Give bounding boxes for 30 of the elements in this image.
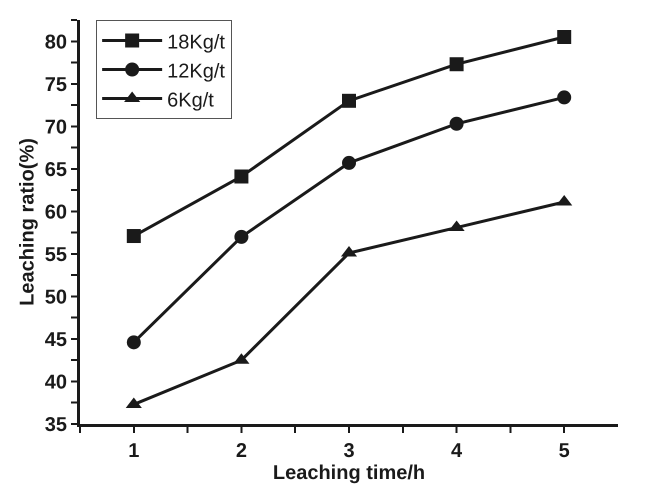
y-tick-label: 35	[44, 414, 67, 436]
y-tick-label: 40	[44, 371, 67, 394]
y-tick-label: 70	[44, 116, 67, 138]
x-tick-label: 3	[343, 440, 355, 462]
x-tick-label: 5	[558, 440, 570, 462]
legend-label: 18Kg/t	[167, 31, 226, 54]
point	[234, 230, 248, 244]
x-axis-title: Leaching time/h	[272, 462, 426, 484]
x-tick-label: 4	[451, 440, 464, 462]
point	[557, 90, 572, 104]
point	[450, 57, 464, 72]
legend-label: 12Kg/t	[167, 60, 226, 82]
point	[557, 30, 572, 44]
y-tick-label: 50	[44, 286, 67, 308]
y-tick-label: 75	[44, 74, 67, 96]
y-axis-title: Leaching ratio(%)	[16, 138, 38, 306]
point	[126, 335, 141, 350]
y-tick-label: 80	[44, 31, 67, 54]
point	[342, 156, 356, 170]
point	[342, 94, 356, 108]
y-tick-label: 45	[44, 328, 67, 351]
x-tick-label: 2	[236, 440, 247, 462]
point	[234, 170, 248, 184]
x-tick-label: 1	[128, 440, 140, 462]
y-tick-label: 60	[44, 201, 67, 224]
y-tick-label: 65	[44, 158, 67, 181]
point	[450, 116, 464, 131]
y-tick-label: 55	[44, 244, 67, 266]
point	[126, 229, 141, 244]
legend-label: 6Kg/t	[167, 89, 214, 112]
